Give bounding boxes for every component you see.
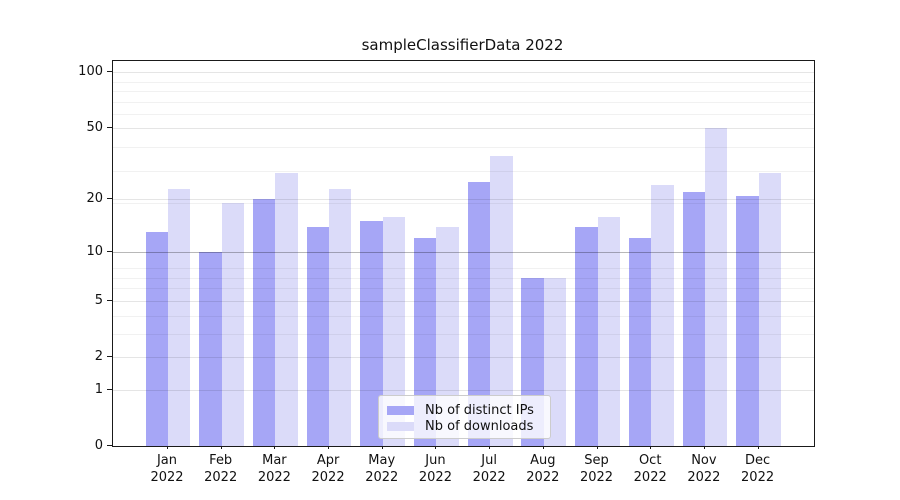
gridline-major [113, 300, 814, 302]
x-tick-label-sep: Sep 2022 [579, 453, 614, 485]
bar-apr-distinct-ips [306, 226, 330, 446]
x-tick-label-apr: Apr 2022 [311, 453, 345, 485]
gridline-minor [113, 203, 814, 205]
legend-label-downloads: Nb of downloads [425, 418, 534, 434]
bar-jul-downloads [490, 155, 513, 446]
x-tick-label-feb: Feb 2022 [204, 453, 238, 485]
y-tick-label-0: 0 [94, 438, 103, 453]
bar-nov-distinct-ips [682, 192, 705, 446]
y-tick-label-10: 10 [86, 243, 103, 259]
y-tick-mark-10 [107, 250, 112, 252]
bar-nov-downloads [704, 127, 728, 446]
gridline-minor [113, 81, 814, 83]
x-tick-label-dec: Dec 2022 [741, 453, 775, 485]
x-tick-label-aug: Aug 2022 [526, 453, 560, 485]
bar-dec-distinct-ips [736, 195, 759, 446]
bar-mar-downloads [275, 173, 298, 446]
gridline-major [113, 72, 814, 74]
y-tick-label-20: 20 [86, 191, 103, 207]
gridline-minor [113, 91, 814, 93]
legend-label-distinct-ips: Nb of distinct IPs [425, 402, 534, 418]
bar-jan-downloads [168, 188, 191, 446]
legend-item-downloads: Nb of downloads [387, 418, 542, 434]
gridline-minor [113, 333, 814, 335]
x-tick-mark-jun [435, 445, 437, 449]
x-tick-mark-may [381, 445, 383, 449]
gridline-minor [113, 114, 814, 116]
bar-may-distinct-ips [360, 221, 383, 446]
plot-area: Nb of distinct IPs Nb of downloads [112, 60, 815, 447]
gridline-major [113, 357, 814, 359]
bar-sep-downloads [597, 216, 620, 446]
y-tick-label-1: 1 [94, 381, 103, 397]
bar-may-downloads [382, 216, 406, 446]
y-tick-mark-50 [107, 126, 112, 128]
x-tick-label-jan: Jan 2022 [150, 453, 184, 485]
y-tick-mark-100 [107, 71, 112, 73]
y-tick-mark-1 [107, 388, 112, 390]
x-tick-label-oct: Oct 2022 [633, 453, 667, 485]
y-tick-label-50: 50 [86, 119, 103, 135]
x-tick-mark-dec [757, 445, 759, 449]
legend: Nb of distinct IPs Nb of downloads [378, 395, 551, 439]
y-tick-label-100: 100 [78, 64, 103, 80]
gridline-major [113, 127, 814, 129]
bar-oct-distinct-ips [628, 238, 652, 446]
x-tick-mark-feb [220, 445, 222, 449]
bar-jun-downloads [436, 226, 459, 446]
gridline-major-10 [113, 251, 814, 253]
y-tick-mark-20 [107, 198, 112, 200]
y-tick-mark-0 [107, 445, 112, 446]
legend-item-distinct-ips: Nb of distinct IPs [387, 402, 542, 418]
x-tick-label-mar: Mar 2022 [257, 453, 291, 485]
bar-jun-distinct-ips [414, 238, 437, 446]
legend-swatch-downloads [387, 421, 414, 431]
bar-mar-distinct-ips [252, 199, 276, 446]
bar-feb-distinct-ips [199, 251, 222, 446]
x-tick-mark-jul [489, 445, 491, 449]
bar-jul-distinct-ips [467, 182, 491, 446]
chart-title: sampleClassifierData 2022 [361, 36, 564, 54]
gridline-minor [113, 268, 814, 270]
gridline-major [113, 199, 814, 201]
x-tick-mark-sep [596, 445, 598, 449]
x-tick-mark-mar [274, 445, 276, 449]
x-tick-label-jul: Jul 2022 [472, 453, 506, 485]
bar-feb-downloads [221, 203, 245, 446]
x-tick-mark-jan [167, 445, 168, 449]
x-tick-label-nov: Nov 2022 [687, 453, 721, 485]
x-tick-mark-oct [650, 445, 652, 449]
x-tick-mark-nov [703, 445, 705, 449]
y-tick-label-5: 5 [94, 292, 103, 308]
x-tick-label-jun: Jun 2022 [418, 453, 452, 485]
gridline-minor [113, 101, 814, 103]
y-tick-label-2: 2 [94, 349, 103, 365]
gridline-major [113, 389, 814, 391]
bar-oct-downloads [651, 185, 674, 446]
gridline-minor [113, 288, 814, 290]
legend-swatch-distinct-ips [387, 405, 414, 415]
bar-sep-distinct-ips [575, 226, 598, 446]
y-tick-mark-5 [107, 299, 112, 301]
bar-dec-downloads [758, 173, 781, 446]
x-tick-mark-apr [328, 445, 330, 449]
bar-jan-distinct-ips [145, 232, 168, 446]
x-tick-mark-aug [542, 445, 544, 449]
y-tick-mark-2 [107, 356, 112, 358]
gridline-minor [113, 170, 814, 172]
gridline-minor [113, 315, 814, 317]
gridline-minor [113, 147, 814, 149]
x-tick-label-may: May 2022 [365, 453, 399, 485]
gridline-minor [113, 277, 814, 279]
bar-apr-downloads [329, 188, 352, 446]
